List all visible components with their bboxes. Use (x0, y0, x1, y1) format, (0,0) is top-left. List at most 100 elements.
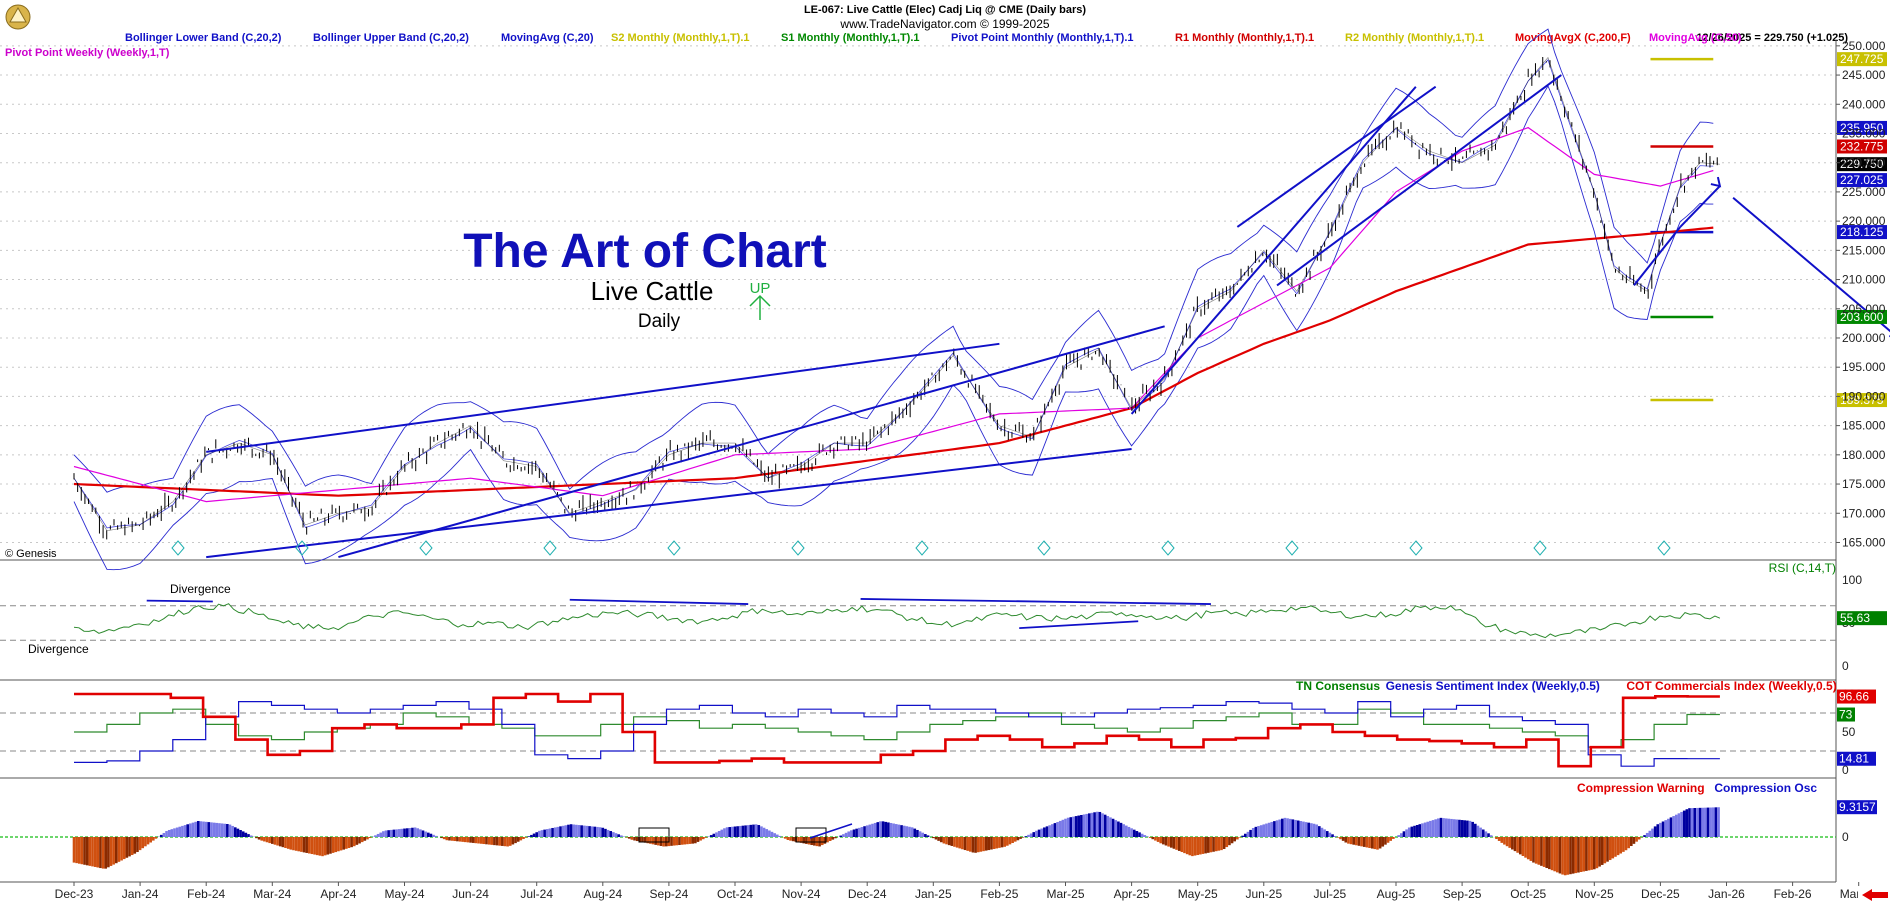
price-tick-label: 225.000 (1842, 185, 1886, 199)
rsi-value-label: 55.63 (1840, 611, 1870, 625)
x-tick-label: Aug-24 (583, 887, 622, 901)
sentiment-tick-label: 50 (1842, 725, 1856, 739)
x-tick-label: Sep-25 (1443, 887, 1482, 901)
price-label-text: 218.125 (1840, 225, 1884, 239)
trendline (1130, 86, 1417, 415)
legend-item: Bollinger Lower Band (C,20,2) (125, 32, 282, 44)
sentiment-legend-item: TN Consensus (1296, 679, 1380, 693)
price-tick-label: 240.000 (1842, 97, 1886, 111)
trendlines (206, 74, 1890, 559)
legend-item: MovingAvgX (C,200,F) (1515, 32, 1631, 44)
sentiment-tick-label: 0 (1842, 763, 1849, 777)
x-tick-label: Mar-25 (1046, 887, 1084, 901)
legend-item: S1 Monthly (Monthly,1,T).1 (781, 32, 920, 44)
trendline (1633, 226, 1682, 287)
x-tick-label: Dec-25 (1641, 887, 1680, 901)
compression-legend-item: Compression Warning (1577, 781, 1705, 795)
price-tick-label: 230.000 (1842, 156, 1886, 170)
x-tick-label: Jan-24 (122, 887, 159, 901)
x-tick-label: Jul-25 (1314, 887, 1347, 901)
trade-navigator-logo-icon[interactable] (5, 4, 31, 30)
price-label-box (1837, 173, 1887, 188)
price-axis-ticks: 165.000 170.000 175.000 180.000 185.000 190.0… (1836, 39, 1886, 549)
trendline (1679, 185, 1721, 228)
price-label-text: 227.025 (1840, 173, 1884, 187)
x-tick-label: Nov-24 (782, 887, 821, 901)
price-label-box (1837, 225, 1887, 240)
price-tick-label: 180.000 (1842, 448, 1886, 462)
close-line (73, 56, 1720, 532)
divergence-line (1019, 620, 1139, 630)
price-label-text: 203.600 (1840, 310, 1884, 324)
sentiment-legend-item: COT Commercials Index (Weekly,0.5) (1626, 679, 1836, 693)
cycle-marker-icon (1533, 540, 1547, 556)
price-tick-label: 170.000 (1842, 506, 1886, 520)
x-tick-label: Jun-25 (1245, 887, 1282, 901)
price-label-text: 247.725 (1840, 52, 1884, 66)
sentiment-value-label: 96.66 (1839, 690, 1869, 704)
price-label-box (1837, 309, 1887, 324)
x-tick-label: Sep-24 (650, 887, 689, 901)
x-tick-label: Feb-25 (980, 887, 1018, 901)
price-tick-label: 205.000 (1842, 302, 1886, 316)
price-tick-label: 185.000 (1842, 419, 1886, 433)
compression-legend: Compression Warning Compression Osc (1577, 781, 1817, 795)
legend-item: Bollinger Upper Band (C,20,2) (313, 32, 469, 44)
x-tick-label: Jun-24 (452, 887, 489, 901)
trendline (1236, 85, 1437, 228)
x-tick-label: Oct-24 (717, 887, 753, 901)
cycle-marker-icon (543, 540, 557, 556)
legend-item: Pivot Point Monthly (Monthly,1,T).1 (951, 32, 1134, 44)
cycle-marker-icon (1161, 540, 1175, 556)
genesis-sentiment-line (74, 701, 1720, 767)
cot-commercials-line (74, 692, 1720, 768)
cycle-marker-icon (915, 540, 929, 556)
series-line (73, 226, 1714, 497)
sentiment-value-box (1837, 689, 1876, 704)
divergence-line (860, 598, 1211, 605)
price-label-box (1837, 52, 1887, 67)
price-label-text: 232.775 (1840, 139, 1884, 153)
rsi-line (73, 603, 1721, 639)
price-label-text: 189.375 (1840, 393, 1884, 407)
rsi-panel: 05010055.63 (0, 573, 1887, 673)
last-price-readout: 12/26/2025 = 229.750 (+1.025) (1696, 32, 1848, 44)
price-label-text: 235.950 (1840, 121, 1884, 135)
trendline (338, 325, 1165, 559)
price-label-box (1837, 120, 1887, 135)
scroll-right-arrow-icon[interactable] (1858, 888, 1890, 903)
rsi-value-box (1837, 611, 1887, 626)
divergence-line (569, 598, 749, 605)
chart-copyright-line: www.TradeNavigator.com © 1999-2025 (839, 17, 1049, 31)
cycle-marker-icon (1037, 540, 1051, 556)
cycle-marker-icon (791, 540, 805, 556)
trendline (206, 342, 1000, 453)
trendline-arrowhead (1710, 176, 1722, 188)
cycle-markers (171, 540, 1671, 556)
cycle-marker-icon (1285, 540, 1299, 556)
price-tick-label: 210.000 (1842, 273, 1886, 287)
x-axis: Dec-23 Jan-24 Feb-24 Mar-24 Apr-24 May-24 Jun-… (55, 882, 1878, 901)
price-tick-label: 200.000 (1842, 331, 1886, 345)
sentiment-value-box (1837, 751, 1876, 766)
price-label-box (1837, 157, 1887, 172)
price-tick-label: 175.000 (1842, 477, 1886, 491)
price-tick-label: 220.000 (1842, 214, 1886, 228)
price-tick-label: 235.000 (1842, 126, 1886, 140)
x-tick-label: May-24 (384, 887, 424, 901)
rsi-tick-label: 100 (1842, 573, 1862, 587)
divergence-top-label: Divergence (170, 582, 231, 596)
chart-title: LE-067: Live Cattle (Elec) Cadj Liq @ CM… (804, 4, 1086, 16)
cycle-marker-icon (667, 540, 681, 556)
moving-avg-20-line (73, 59, 1714, 529)
price-series (73, 56, 1720, 540)
up-label: UP (750, 280, 771, 297)
rsi-title: RSI (C,14,T) (1769, 561, 1836, 575)
x-tick-label: Jan-26 (1708, 887, 1745, 901)
subtitle-annotation: Live Cattle (591, 276, 714, 306)
cycle-marker-icon (419, 540, 433, 556)
compression-arrow (809, 823, 853, 839)
